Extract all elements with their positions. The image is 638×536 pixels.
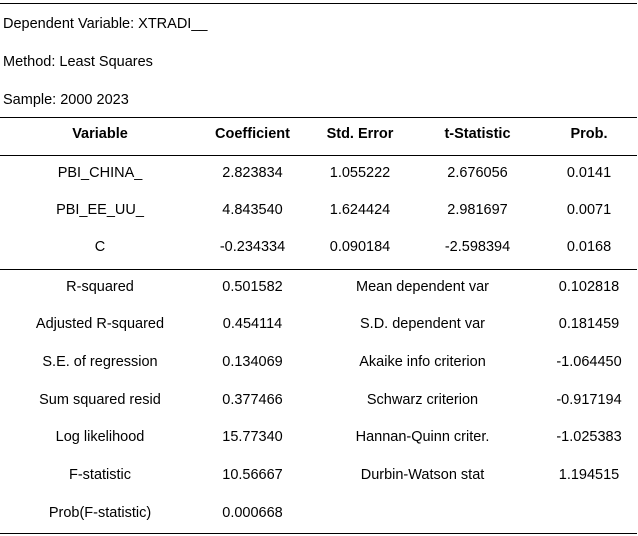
coefficient-value: -0.234334 xyxy=(219,239,286,255)
std-error-value: 1.624424 xyxy=(329,202,391,218)
stat-label: F-statistic xyxy=(68,467,132,483)
header-rule xyxy=(0,155,637,156)
method-line: Method: Least Squares xyxy=(3,54,153,70)
prob-value: 0.0071 xyxy=(566,202,612,218)
t-statistic-value: 2.676056 xyxy=(447,165,508,181)
stat-label: Adjusted R-squared xyxy=(35,316,165,332)
bottom-rule xyxy=(0,533,637,534)
column-header-std-error: Std. Error xyxy=(326,126,394,142)
stat-label: Akaike info criterion xyxy=(359,354,486,370)
t-statistic-value: 2.981697 xyxy=(447,202,508,218)
stat-label: Mean dependent var xyxy=(355,279,489,295)
coefficient-value: 2.823834 xyxy=(222,165,283,181)
stat-label: Hannan-Quinn criter. xyxy=(355,429,490,445)
stat-value: 0.000668 xyxy=(222,505,283,521)
stat-value: 0.181459 xyxy=(558,316,620,332)
stat-value: -0.917194 xyxy=(556,392,622,408)
stat-value: -1.064450 xyxy=(556,354,622,370)
stat-label: Durbin-Watson stat xyxy=(360,467,485,483)
stat-value: 10.56667 xyxy=(222,467,283,483)
sample-line: Sample: 2000 2023 xyxy=(3,92,129,108)
variable-name: C xyxy=(94,239,106,255)
stat-label: Sum squared resid xyxy=(39,392,161,408)
variable-name: PBI_CHINA_ xyxy=(57,165,143,181)
stat-label xyxy=(305,503,540,523)
prob-value: 0.0141 xyxy=(566,165,612,181)
stat-value: 1.194515 xyxy=(558,467,620,483)
table-top-rule xyxy=(0,117,637,118)
stat-value: 0.102818 xyxy=(558,279,620,295)
top-rule xyxy=(0,3,637,4)
stat-value: 0.134069 xyxy=(222,354,283,370)
stat-value: 0.501582 xyxy=(222,279,283,295)
column-header-coefficient: Coefficient xyxy=(215,126,290,142)
std-error-value: 0.090184 xyxy=(329,239,391,255)
std-error-value: 1.055222 xyxy=(329,165,391,181)
coefficient-value: 4.843540 xyxy=(222,202,283,218)
stat-value: -1.025383 xyxy=(556,429,622,445)
variable-name: PBI_EE_UU_ xyxy=(56,202,144,218)
t-statistic-value: -2.598394 xyxy=(444,239,511,255)
stat-value: 15.77340 xyxy=(222,429,283,445)
stat-label: Log likelihood xyxy=(55,429,145,445)
prob-value: 0.0168 xyxy=(566,239,612,255)
stat-label: S.E. of regression xyxy=(42,354,158,370)
stat-value: 0.377466 xyxy=(222,392,283,408)
dependent-variable-line: Dependent Variable: XTRADI__ xyxy=(3,16,208,32)
stat-label: R-squared xyxy=(66,279,134,295)
stat-value: 0.454114 xyxy=(222,316,283,332)
column-header-prob: Prob. xyxy=(570,126,608,142)
stat-label: Schwarz criterion xyxy=(366,392,479,408)
column-header-t-statistic: t-Statistic xyxy=(444,126,511,142)
stat-label: Prob(F-statistic) xyxy=(48,505,152,521)
stat-value xyxy=(540,503,638,523)
stat-label: S.D. dependent var xyxy=(360,316,485,332)
stats-rule xyxy=(0,269,637,270)
column-header-variable: Variable xyxy=(72,126,128,142)
